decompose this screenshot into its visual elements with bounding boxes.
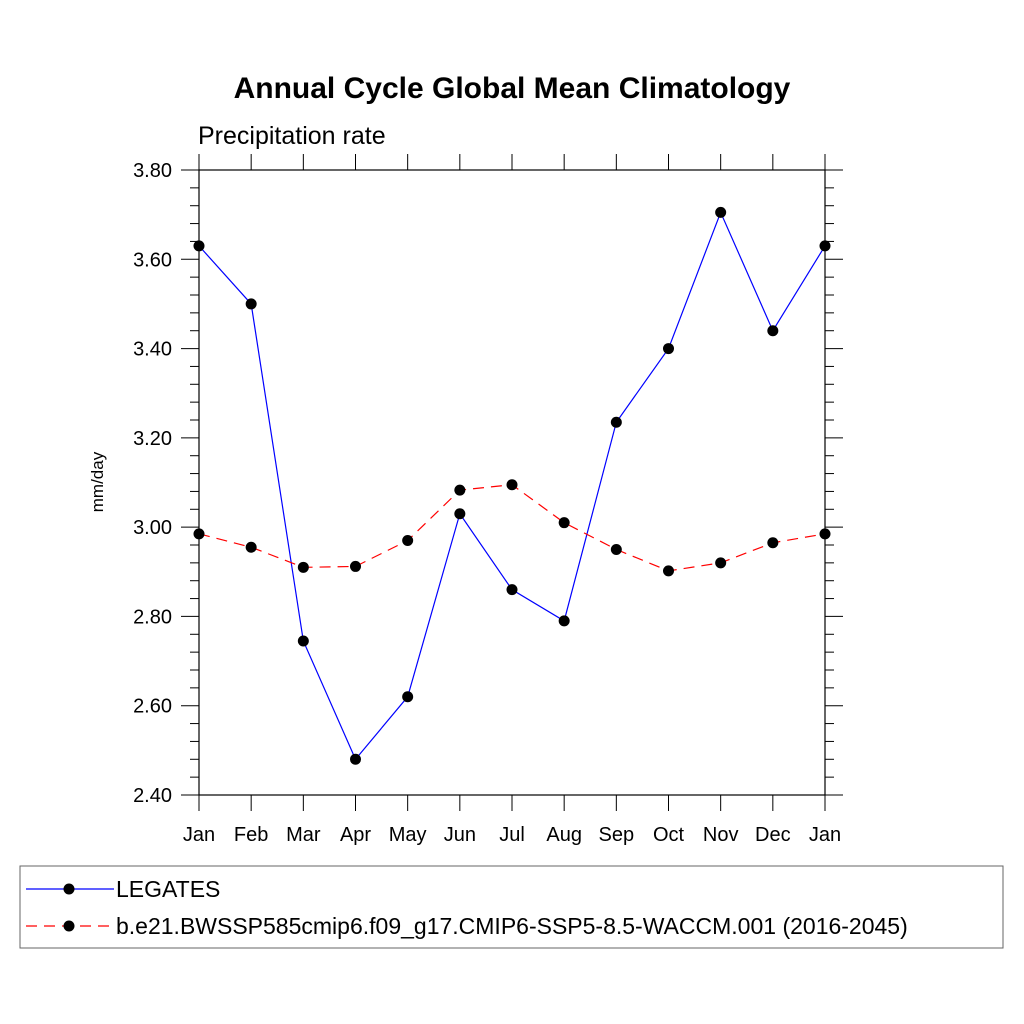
series-1-point [454, 508, 466, 520]
series-2-point [193, 528, 205, 540]
x-tick-label: Aug [546, 824, 582, 846]
x-tick-label: Apr [340, 824, 371, 846]
series-2-point [245, 541, 257, 553]
legend: LEGATES b.e21.BWSSP585cmip6.f09_g17.CMIP6… [19, 865, 1004, 949]
x-tick-label: Dec [755, 824, 791, 846]
x-tick-label: Nov [703, 824, 739, 846]
series-1-point [402, 691, 414, 703]
series-2-point [350, 560, 361, 572]
x-tick-label: May [389, 824, 427, 846]
x-tick-label: Jul [499, 824, 525, 846]
series-2-point [506, 479, 518, 491]
legend-box [19, 865, 1004, 949]
series-2-point [610, 543, 622, 555]
series-1-point [506, 584, 518, 596]
x-tick-label: Jan [809, 824, 841, 846]
series-2-point [297, 561, 309, 573]
x-tick-label: Mar [286, 824, 321, 846]
series-1-point [663, 343, 674, 355]
series-2-point [715, 557, 727, 569]
y-tick-label: 2.40 [133, 785, 172, 807]
series-1-point [193, 240, 205, 252]
chart-subtitle: Precipitation rate [198, 122, 386, 150]
series-1-point [297, 635, 309, 647]
legend-marker-2 [63, 920, 75, 932]
y-tick-label: 2.80 [133, 606, 172, 628]
series-1-point [350, 753, 361, 765]
series-layer [193, 206, 831, 765]
y-tick-label: 3.40 [133, 339, 172, 361]
series-1-point [610, 416, 622, 428]
y-tick-label: 3.20 [133, 428, 172, 450]
y-tick-label: 3.80 [133, 160, 172, 182]
legend-label-2: b.e21.BWSSP585cmip6.f09_g17.CMIP6-SSP5-8… [116, 913, 908, 939]
series-line-2 [198, 484, 826, 572]
series-1-point [715, 206, 727, 218]
series-2-point [454, 484, 466, 496]
legend-marker-1 [63, 883, 75, 895]
y-axis-label: mm/day [88, 451, 107, 512]
legend-label-1: LEGATES [116, 876, 220, 902]
x-tick-label: Sep [599, 824, 635, 846]
y-tick-label: 3.60 [133, 249, 172, 271]
x-tick-label: Jun [444, 824, 476, 846]
series-2-point [819, 528, 831, 540]
series-2-point [402, 535, 414, 547]
y-tick-label: 2.60 [133, 696, 172, 718]
axis-ticks [181, 154, 843, 811]
y-tick-label: 3.00 [133, 517, 172, 539]
series-2-point [767, 537, 779, 549]
x-tick-label: Feb [234, 824, 268, 846]
series-1-point [245, 298, 257, 310]
x-tick-label: Oct [653, 824, 685, 846]
series-2-point [558, 517, 570, 529]
chart-title: Annual Cycle Global Mean Climatology [234, 72, 791, 105]
x-tick-label: Jan [183, 824, 215, 846]
series-1-point [558, 615, 570, 627]
series-1-point [767, 325, 779, 337]
y-tick-labels: 2.40 2.60 2.80 3.00 3.20 3.40 3.60 3.80 [133, 160, 172, 807]
series-1-point [819, 240, 831, 252]
series-2-point [663, 565, 674, 577]
x-tick-labels: Jan Feb Mar Apr May Jun Jul Aug Sep Oct Nov Dec Jan [183, 824, 841, 846]
